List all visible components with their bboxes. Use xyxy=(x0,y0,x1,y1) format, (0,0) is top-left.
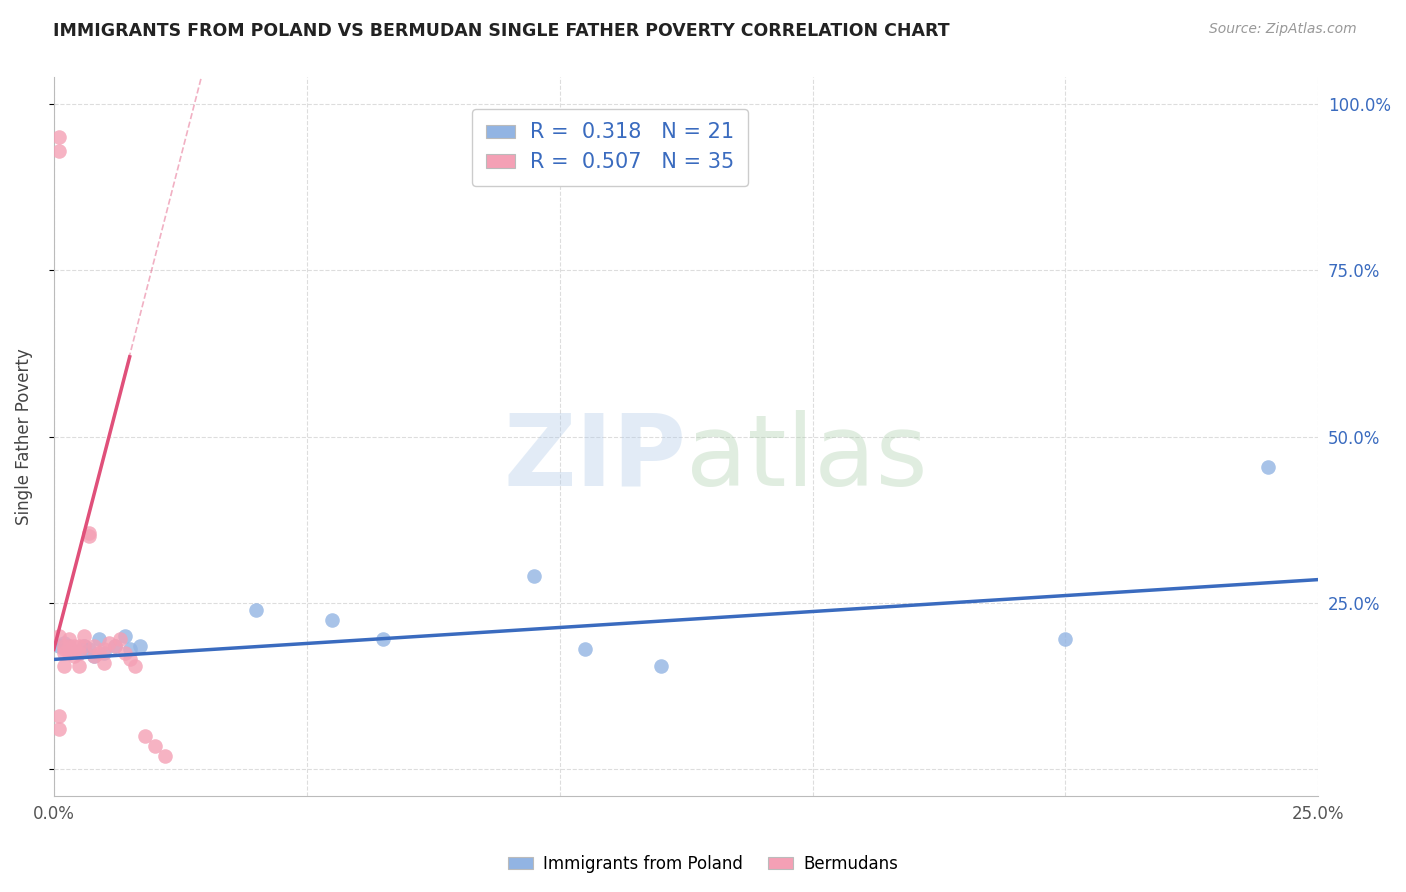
Point xyxy=(118,642,141,657)
Point xyxy=(89,646,111,660)
Point xyxy=(63,649,86,664)
Point xyxy=(1257,459,1279,474)
Point xyxy=(103,639,125,653)
Point xyxy=(63,639,86,653)
Point xyxy=(114,646,136,660)
Point xyxy=(143,739,166,753)
Text: IMMIGRANTS FROM POLAND VS BERMUDAN SINGLE FATHER POVERTY CORRELATION CHART: IMMIGRANTS FROM POLAND VS BERMUDAN SINGL… xyxy=(53,22,950,40)
Point xyxy=(58,639,80,653)
Point xyxy=(153,748,176,763)
Text: atlas: atlas xyxy=(686,409,928,507)
Point xyxy=(77,526,100,541)
Point xyxy=(371,632,394,647)
Point xyxy=(93,656,115,670)
Point xyxy=(48,639,70,653)
Y-axis label: Single Father Poverty: Single Father Poverty xyxy=(15,348,32,525)
Point xyxy=(48,723,70,737)
Point xyxy=(48,144,70,158)
Point xyxy=(118,652,141,666)
Point xyxy=(73,639,96,653)
Point xyxy=(48,709,70,723)
Point xyxy=(73,629,96,643)
Point xyxy=(73,639,96,653)
Point xyxy=(67,639,90,653)
Point xyxy=(574,642,596,657)
Point xyxy=(52,659,75,673)
Point xyxy=(134,729,156,743)
Point xyxy=(58,646,80,660)
Point xyxy=(103,639,125,653)
Point xyxy=(48,130,70,145)
Legend: R =  0.318   N = 21, R =  0.507   N = 35: R = 0.318 N = 21, R = 0.507 N = 35 xyxy=(472,109,748,186)
Point xyxy=(58,632,80,647)
Point xyxy=(108,632,131,647)
Point xyxy=(650,659,672,673)
Point xyxy=(93,642,115,657)
Point xyxy=(128,639,150,653)
Point xyxy=(98,636,121,650)
Point xyxy=(52,646,75,660)
Point xyxy=(1054,632,1077,647)
Point xyxy=(83,649,105,664)
Point xyxy=(93,646,115,660)
Legend: Immigrants from Poland, Bermudans: Immigrants from Poland, Bermudans xyxy=(502,848,904,880)
Point xyxy=(58,639,80,653)
Point xyxy=(67,646,90,660)
Point xyxy=(83,649,105,664)
Point xyxy=(523,569,546,583)
Point xyxy=(67,646,90,660)
Point xyxy=(114,629,136,643)
Point xyxy=(124,659,146,673)
Point xyxy=(67,659,90,673)
Point xyxy=(52,636,75,650)
Point xyxy=(77,529,100,543)
Point xyxy=(77,642,100,657)
Point xyxy=(83,639,105,653)
Text: Source: ZipAtlas.com: Source: ZipAtlas.com xyxy=(1209,22,1357,37)
Point xyxy=(48,629,70,643)
Point xyxy=(245,602,267,616)
Point xyxy=(52,642,75,657)
Point xyxy=(321,613,343,627)
Point xyxy=(89,632,111,647)
Text: ZIP: ZIP xyxy=(503,409,686,507)
Point xyxy=(52,639,75,653)
